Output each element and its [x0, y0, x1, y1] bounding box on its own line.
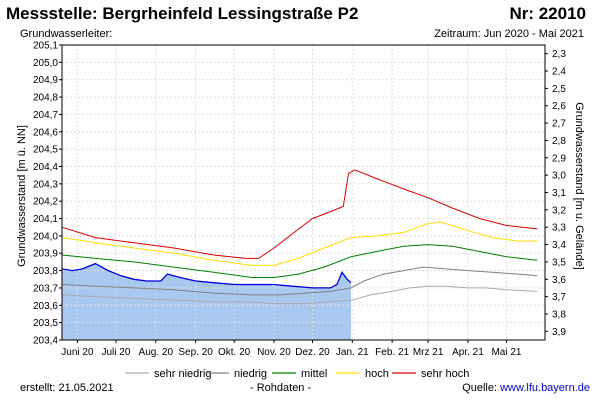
- x-tick-label: Mrz 21: [413, 347, 444, 358]
- legend-label-hoch: hoch: [365, 368, 389, 380]
- y-tick-label-left: 204,1: [33, 214, 58, 225]
- series-line-mittel: [61, 244, 538, 278]
- y-tick-label-left: 205,0: [33, 58, 58, 69]
- y-tick-label-right: 3,9: [552, 327, 566, 338]
- raw-data-note: - Rohdaten -: [250, 382, 312, 394]
- y-tick-label-right: 2,3: [552, 49, 566, 60]
- page-title: Messstelle: Bergrheinfeld Lessingstraße …: [6, 4, 359, 23]
- y-tick-label-left: 204,9: [33, 75, 58, 86]
- y-tick-label-right: 2,9: [552, 153, 566, 164]
- y-tick-label-left: 204,6: [33, 127, 58, 138]
- y-tick-label-right: 2,5: [552, 84, 566, 95]
- x-tick-label: Aug. 20: [139, 347, 174, 358]
- series-line-sehr-hoch: [61, 169, 538, 259]
- y-tick-label-left: 204,3: [33, 179, 58, 190]
- y-tick-label-left: 204,2: [33, 197, 58, 208]
- y-axis-label-right: Grundwasserstand [m u. Gelände]: [573, 102, 585, 270]
- period-label: Zeitraum: Jun 2020 - Mai 2021: [434, 28, 584, 40]
- y-tick-label-right: 2,4: [552, 67, 566, 78]
- y-tick-label-right: 3,3: [552, 223, 566, 234]
- series-line-niedrig: [61, 266, 538, 296]
- legend-label-sehr-hoch: sehr hoch: [421, 368, 469, 380]
- y-tick-label-right: 2,6: [552, 101, 566, 112]
- y-tick-label-right: 3,5: [552, 257, 566, 268]
- y-tick-label-right: 2,7: [552, 119, 566, 130]
- x-tick-label: Mai 21: [491, 347, 521, 358]
- x-tick-label: Okt. 20: [218, 347, 251, 358]
- y-tick-label-left: 203,9: [33, 249, 58, 260]
- y-tick-label-right: 3,8: [552, 309, 566, 320]
- y-tick-label-left: 204,8: [33, 93, 58, 104]
- series-line-hoch: [61, 221, 538, 266]
- x-tick-label: Apr. 21: [452, 347, 484, 358]
- y-tick-label-right: 3,2: [552, 205, 566, 216]
- series-line-raw: [61, 262, 352, 289]
- x-tick-label: Feb. 21: [375, 347, 409, 358]
- y-tick-label-left: 203,5: [33, 318, 58, 329]
- aquifer-label: Grundwasserleiter:: [20, 28, 113, 40]
- y-tick-label-right: 2,8: [552, 136, 566, 147]
- legend-label-mittel: mittel: [301, 368, 327, 380]
- y-tick-label-right: 3,4: [552, 240, 566, 251]
- x-tick-label: Jan. 21: [336, 347, 369, 358]
- y-tick-label-left: 204,5: [33, 145, 58, 156]
- x-tick-label: Dez. 20: [295, 347, 330, 358]
- source-label: Quelle:: [462, 382, 501, 394]
- y-tick-label-left: 205,1: [33, 41, 58, 52]
- x-tick-label: Juli 20: [101, 347, 130, 358]
- legend-label-sehr-niedrig: sehr niedrig: [154, 368, 211, 380]
- y-tick-label-left: 203,4: [33, 336, 58, 347]
- x-tick-label: Sep. 20: [178, 347, 213, 358]
- created-date: erstellt: 21.05.2021: [20, 382, 114, 394]
- y-tick-label-right: 3,7: [552, 292, 566, 303]
- x-tick-label: Nov. 20: [257, 347, 291, 358]
- y-tick-label-right: 3,1: [552, 188, 566, 199]
- y-tick-label-left: 204,4: [33, 162, 58, 173]
- y-tick-label-left: 204,0: [33, 231, 58, 242]
- y-axis-label-left: Grundwasserstand [m ü. NN]: [16, 125, 28, 267]
- series-line-sehr-niedrig: [61, 285, 538, 305]
- station-number: Nr: 22010: [509, 4, 586, 23]
- y-tick-label-left: 203,7: [33, 283, 58, 294]
- legend-label-niedrig: niedrig: [234, 368, 267, 380]
- y-tick-label-left: 204,7: [33, 110, 58, 121]
- x-tick-label: Juni 20: [61, 347, 94, 358]
- y-tick-label-right: 3,0: [552, 171, 566, 182]
- y-tick-label-left: 203,8: [33, 266, 58, 277]
- source-credit: Quelle: www.lfu.bayern.de: [462, 382, 590, 394]
- source-link[interactable]: www.lfu.bayern.de: [500, 382, 590, 394]
- y-tick-label-left: 203,6: [33, 301, 58, 312]
- y-tick-label-right: 3,6: [552, 275, 566, 286]
